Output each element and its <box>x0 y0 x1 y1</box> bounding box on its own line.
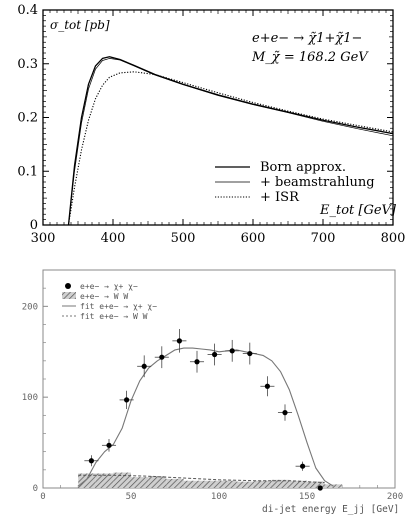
data-point-marker <box>264 383 270 389</box>
top-x-tick-label: 500 <box>171 231 196 246</box>
ww-histogram-bar <box>307 481 325 488</box>
top-x-tick-label: 300 <box>31 231 56 246</box>
bottom-y-tick-label: 100 <box>22 393 38 403</box>
bottom-axis-ticks: 0 50 100 150 200 0 100 200 <box>22 287 403 502</box>
bottom-x-tick-label: 100 <box>211 492 227 502</box>
data-point-marker <box>300 463 306 469</box>
chargino-data-points <box>84 329 323 491</box>
bottom-x-axis-label: di-jet energy E_jj [GeV] <box>262 504 399 515</box>
bottom-y-tick-label: 200 <box>22 302 38 312</box>
data-point-marker <box>247 350 253 357</box>
top-x-tick-label: 400 <box>101 231 126 246</box>
top-y-tick-label: 0 <box>30 218 38 233</box>
legend-label-chi-data: e+e− → χ+ χ− <box>80 282 138 291</box>
legend-label-ww-hist: e+e− → W W <box>80 292 128 301</box>
data-point-marker <box>194 359 200 365</box>
legend-label-born: Born approx. <box>260 160 346 175</box>
legend-marker-chi-data <box>65 283 71 289</box>
data-point-marker <box>212 351 218 358</box>
data-point-marker <box>229 348 235 354</box>
top-series-line-1 <box>68 58 394 226</box>
bottom-x-tick-label: 200 <box>387 492 403 502</box>
bottom-x-tick-label: 50 <box>126 492 137 502</box>
ww-histogram-bar <box>271 479 290 488</box>
top-series-line-0 <box>67 56 394 226</box>
top-annotation-mass: M_χ̃ = 168.2 GeV <box>251 50 369 65</box>
top-y-tick-label: 0.3 <box>17 57 38 72</box>
legend-marker-ww-hist <box>62 292 76 299</box>
ww-histogram-bar <box>148 476 167 488</box>
fit-ww-curve <box>78 474 325 484</box>
ww-histogram-bar <box>183 480 202 488</box>
bottom-y-tick-label: 0 <box>33 484 38 494</box>
cross-section-chart: 300 400 500 600 700 800 0 0.1 0.2 0.3 0.4 σ_tot [p… <box>17 3 405 246</box>
bottom-legend: e+e− → χ+ χ− e+e− → W W fit e+e− → χ+ χ−… <box>62 282 157 321</box>
top-axis-ticks: 300 400 500 600 700 800 0 0.1 0.2 0.3 0.4 <box>17 3 405 246</box>
data-point-marker <box>106 442 112 448</box>
fit-curves <box>77 347 334 487</box>
ww-histogram-bar <box>254 480 272 488</box>
top-y-axis-label: σ_tot [pb] <box>50 18 110 32</box>
bottom-x-tick-label: 150 <box>299 492 315 502</box>
top-x-tick-label: 700 <box>311 231 336 246</box>
ww-histogram-bar <box>131 477 149 488</box>
data-point-marker <box>317 485 323 491</box>
legend-label-isr: + ISR <box>260 190 300 205</box>
ww-histogram-bar <box>95 473 114 488</box>
top-x-tick-label: 800 <box>381 231 406 246</box>
data-point-marker <box>141 363 147 369</box>
top-annotation-process: e+e− → χ̃1+χ̃1− <box>252 31 362 46</box>
ww-histogram-bar <box>78 473 96 488</box>
legend-label-beamstrahlung: + beamstrahlung <box>260 175 375 190</box>
dijet-energy-chart: 0 50 100 150 200 0 100 200 di-jet energy E_jj [… <box>22 269 403 515</box>
legend-label-fit-ww: fit e+e− → W W <box>80 312 148 321</box>
top-y-tick-label: 0.4 <box>17 3 38 18</box>
ww-histogram-bar <box>236 481 255 488</box>
top-legend: Born approx. + beamstrahlung + ISR <box>215 160 375 205</box>
data-point-marker <box>124 397 130 403</box>
data-point-marker <box>176 338 182 344</box>
bottom-x-tick-label: 0 <box>40 492 45 502</box>
top-series-curves <box>67 56 394 226</box>
ww-histogram <box>78 472 343 488</box>
ww-histogram-bar <box>289 480 307 488</box>
ww-histogram-bar <box>201 480 219 488</box>
ww-histogram-bar <box>113 472 131 488</box>
data-point-marker <box>88 458 94 464</box>
data-point-marker <box>159 354 165 360</box>
top-x-axis-label: E_tot [GeV] <box>319 203 397 218</box>
legend-label-fit-chi: fit e+e− → χ+ χ− <box>80 302 157 311</box>
top-x-tick-label: 600 <box>241 231 266 246</box>
data-point-marker <box>282 410 288 416</box>
fit-chi-curve <box>77 347 334 487</box>
ww-histogram-bar <box>166 478 184 488</box>
ww-histogram-bar <box>219 480 237 488</box>
top-y-tick-label: 0.1 <box>17 164 38 179</box>
top-y-tick-label: 0.2 <box>17 111 38 126</box>
